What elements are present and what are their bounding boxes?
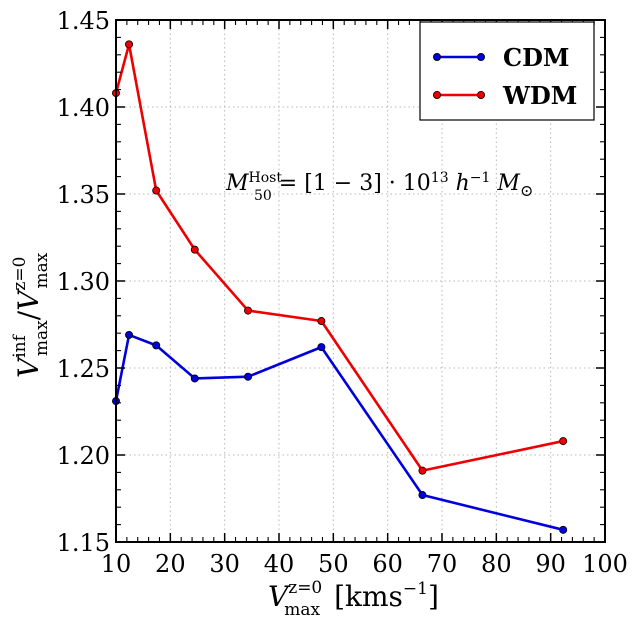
data-point-wdm [317,317,326,326]
host-mass-annotation: MHost 50 = [1 − 3] · 1013 h−1 M⊙ [225,170,533,204]
data-point-cdm [244,372,253,381]
data-point-wdm [559,437,568,446]
legend-marker [432,91,441,100]
y-tick-label: 1.40 [57,94,110,122]
legend: CDM WDM [419,21,595,121]
legend-entries: CDM WDM [432,43,577,110]
data-point-cdm [190,374,199,383]
x-tick-label: 80 [481,550,512,578]
x-tick-label: 60 [372,550,403,578]
series-wdm [112,40,568,475]
x-tick-label: 100 [582,550,628,578]
tick-labels: 10 20 30 40 50 60 70 80 90 100 1.15 1.20 1.25 1.30 1.3… [57,7,628,578]
x-tick-label: 10 [101,550,132,578]
x-axis-label: Vz=0 max [kms−1] [268,578,439,620]
data-point-wdm [418,466,427,475]
y-tick-label: 1.25 [57,355,110,383]
legend-label: WDM [502,81,577,110]
data-point-cdm [418,491,427,500]
data-point-wdm [190,245,199,254]
legend-entry-cdm: CDM [432,43,569,72]
series-line-wdm [114,43,564,472]
x-tick-label: 40 [264,550,295,578]
y-tick-label: 1.20 [57,442,110,470]
data-point-cdm [317,343,326,352]
data-point-cdm [152,341,161,350]
data-point-wdm [125,40,134,49]
data-point-wdm [244,306,253,315]
x-tick-label: 90 [535,550,566,578]
legend-label: CDM [503,43,569,72]
x-tick-label: 20 [155,550,186,578]
y-axis-label: Vinf max/Vz=0 max [10,252,52,378]
y-tick-label: 1.45 [57,7,110,35]
series-cdm [112,330,568,534]
y-tick-label: 1.30 [57,268,110,296]
data-point-cdm [125,330,134,339]
x-tick-label: 50 [318,550,349,578]
x-tick-label: 70 [427,550,458,578]
y-tick-label: 1.15 [57,529,110,557]
data-point-wdm [152,186,161,195]
y-tick-label: 1.35 [57,181,110,209]
series-line-cdm [114,333,564,532]
legend-box [419,21,595,121]
legend-entry-wdm: WDM [432,81,577,110]
data-point-cdm [559,525,568,534]
legend-marker [476,91,485,100]
x-tick-label: 30 [209,550,240,578]
legend-marker [432,53,441,62]
legend-marker [476,53,485,62]
